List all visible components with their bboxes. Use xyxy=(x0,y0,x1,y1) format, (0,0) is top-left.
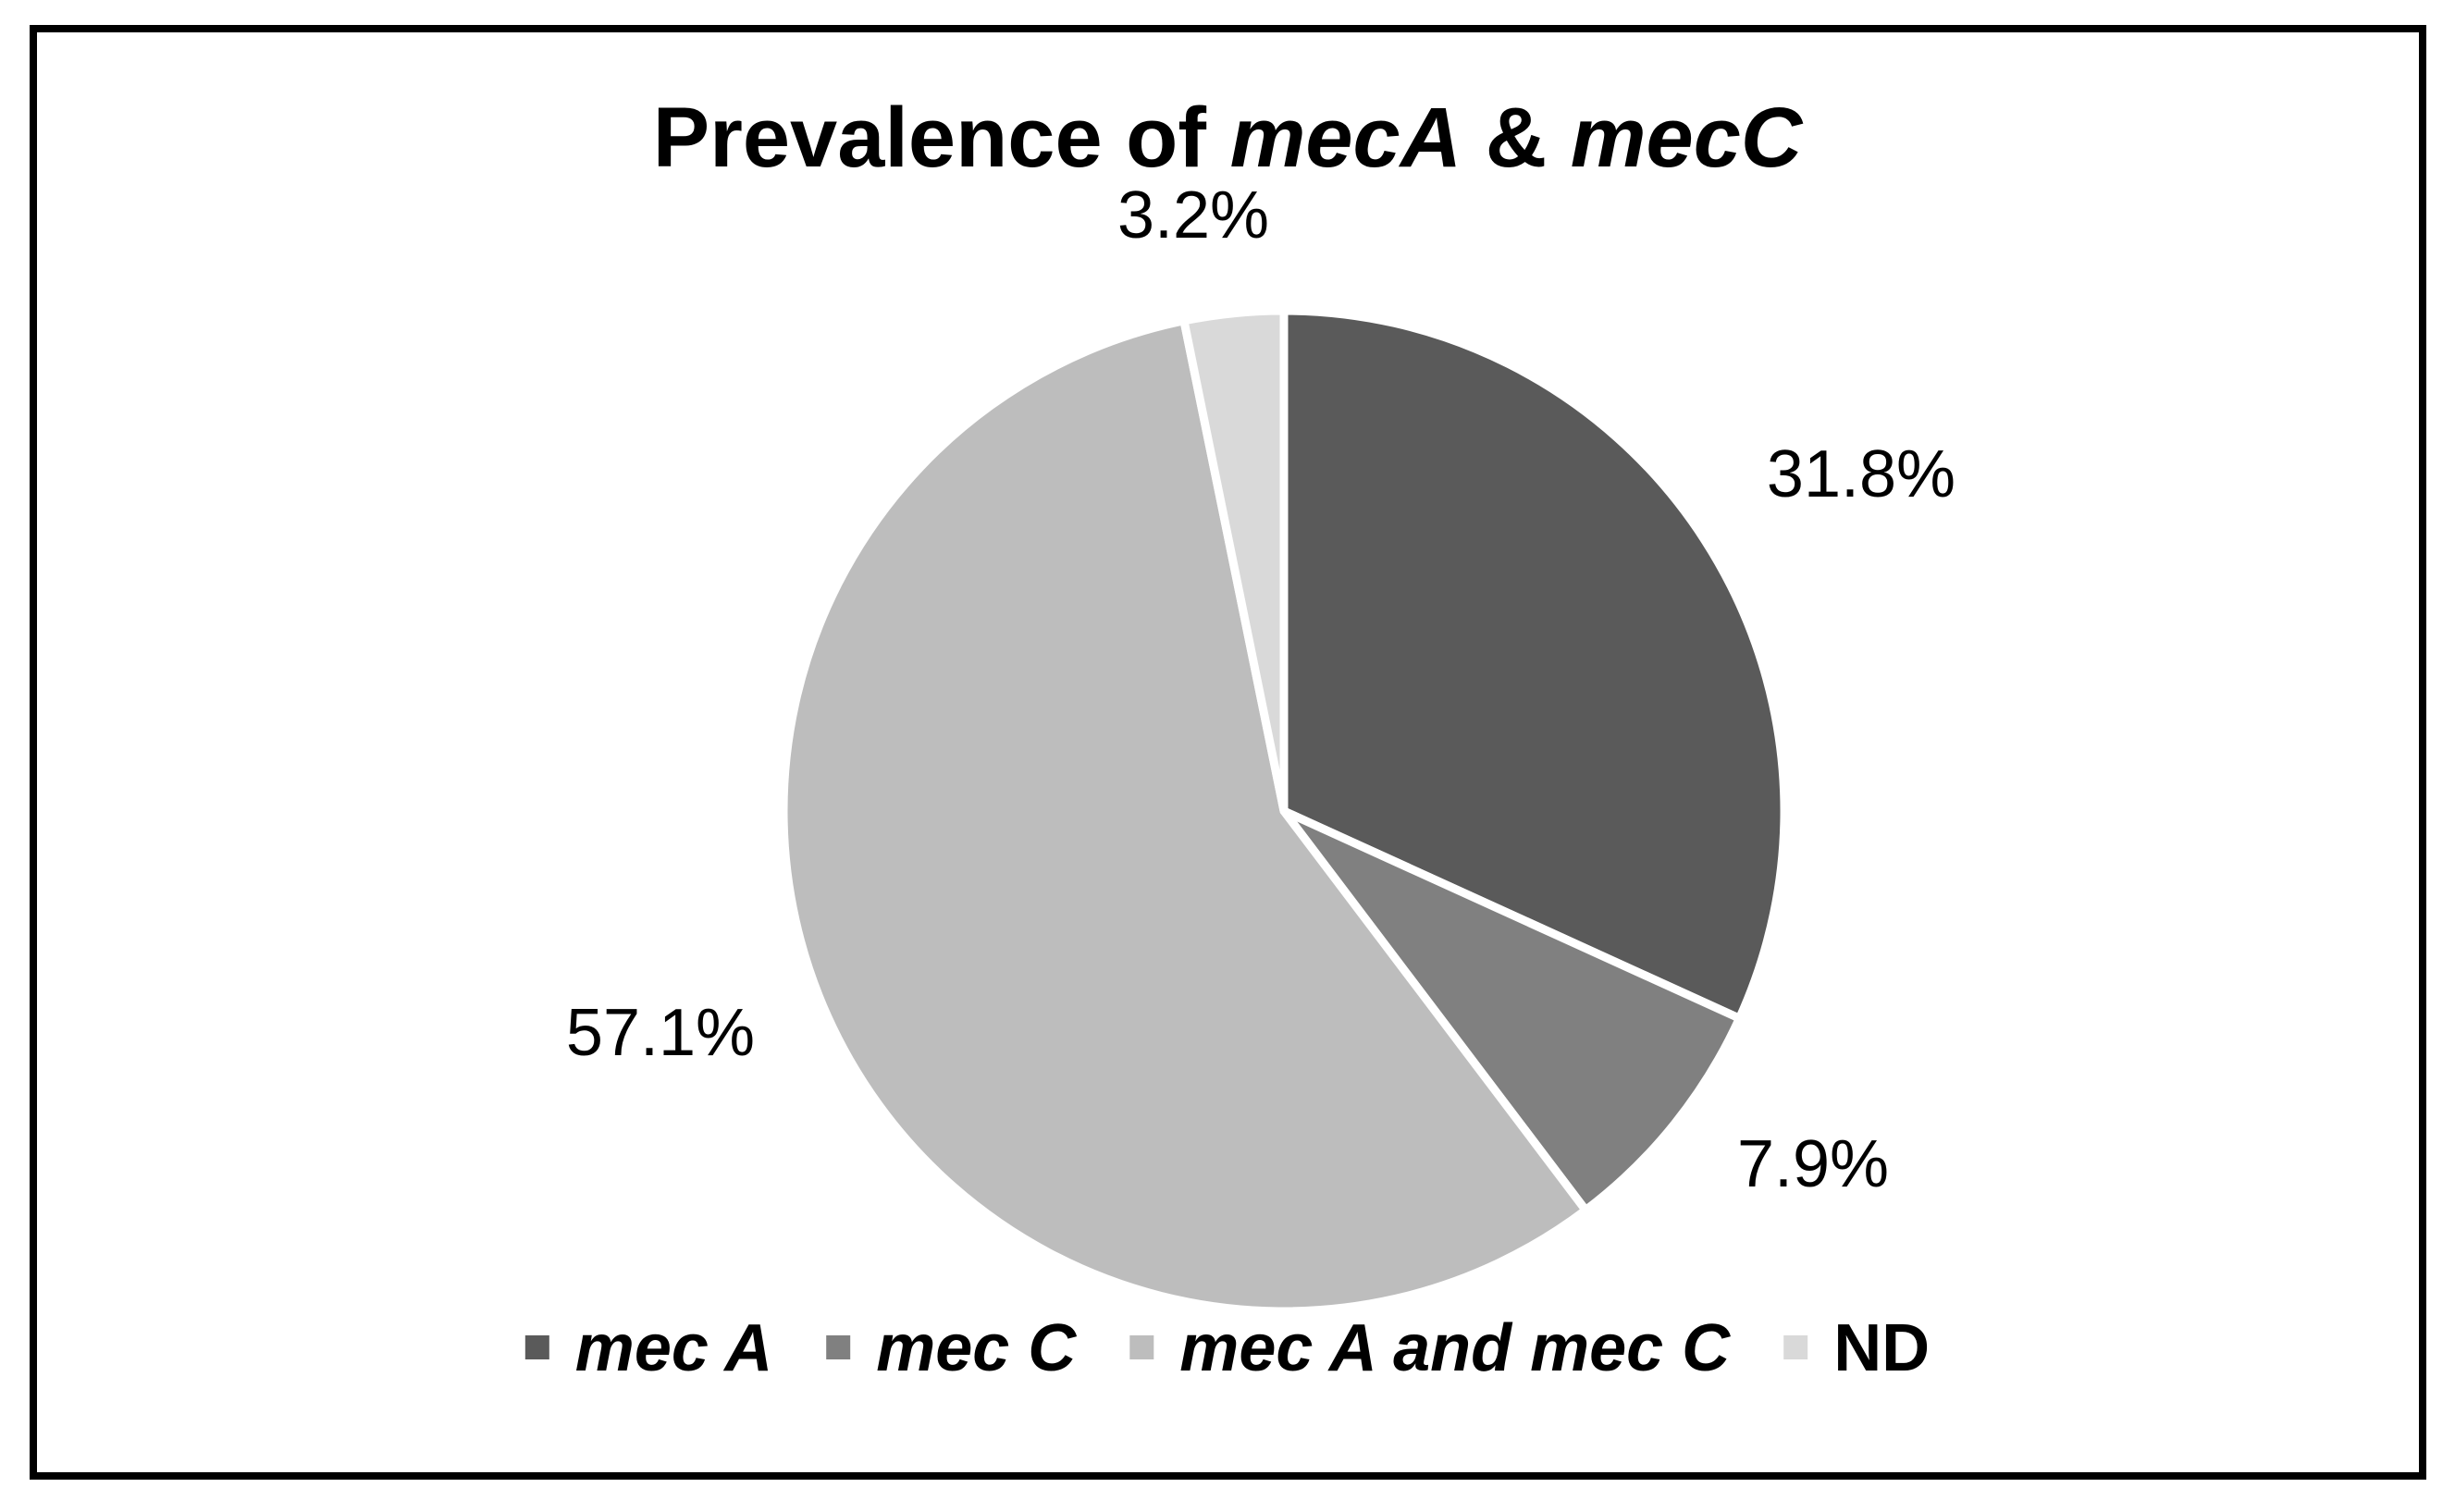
legend: mec A mec C mec A and mec C ND xyxy=(524,1311,1930,1385)
pie-slice-nd xyxy=(1179,306,1289,816)
legend-label: mec A and mec C xyxy=(1179,1311,1731,1385)
pie-slice-mec-a xyxy=(1279,306,1789,1023)
legend-marker xyxy=(826,1335,851,1359)
pie-slices xyxy=(779,306,1789,1316)
data-label: 7.9% xyxy=(1737,1127,1889,1201)
chart-title-part: & xyxy=(1462,91,1571,185)
data-label: 31.8% xyxy=(1767,437,1955,511)
data-labels: 31.8% 7.9% 57.1% 3.2% xyxy=(566,178,1955,1201)
legend-marker xyxy=(524,1335,549,1359)
legend-label: mec C xyxy=(876,1311,1077,1385)
pie-slice-mec-c xyxy=(1279,806,1744,1215)
legend-item: mec A xyxy=(524,1311,772,1385)
chart-title-part: mecA xyxy=(1230,91,1462,185)
pie-slice-mec-a-and-mec-c xyxy=(779,316,1590,1316)
data-label: 57.1% xyxy=(566,996,755,1070)
chart-title: Prevalence of mecA & mecC xyxy=(653,91,1804,185)
legend-marker xyxy=(1783,1335,1808,1359)
legend-item: mec A and mec C xyxy=(1129,1311,1731,1385)
legend-item: mec C xyxy=(826,1311,1077,1385)
chart-title-part: Prevalence of xyxy=(653,91,1230,185)
legend-label: ND xyxy=(1833,1311,1930,1385)
chart-title-part: mecC xyxy=(1571,91,1804,185)
legend-label: mec A xyxy=(575,1311,772,1385)
data-label: 3.2% xyxy=(1117,178,1269,252)
legend-marker xyxy=(1129,1335,1154,1359)
legend-item: ND xyxy=(1783,1311,1930,1385)
